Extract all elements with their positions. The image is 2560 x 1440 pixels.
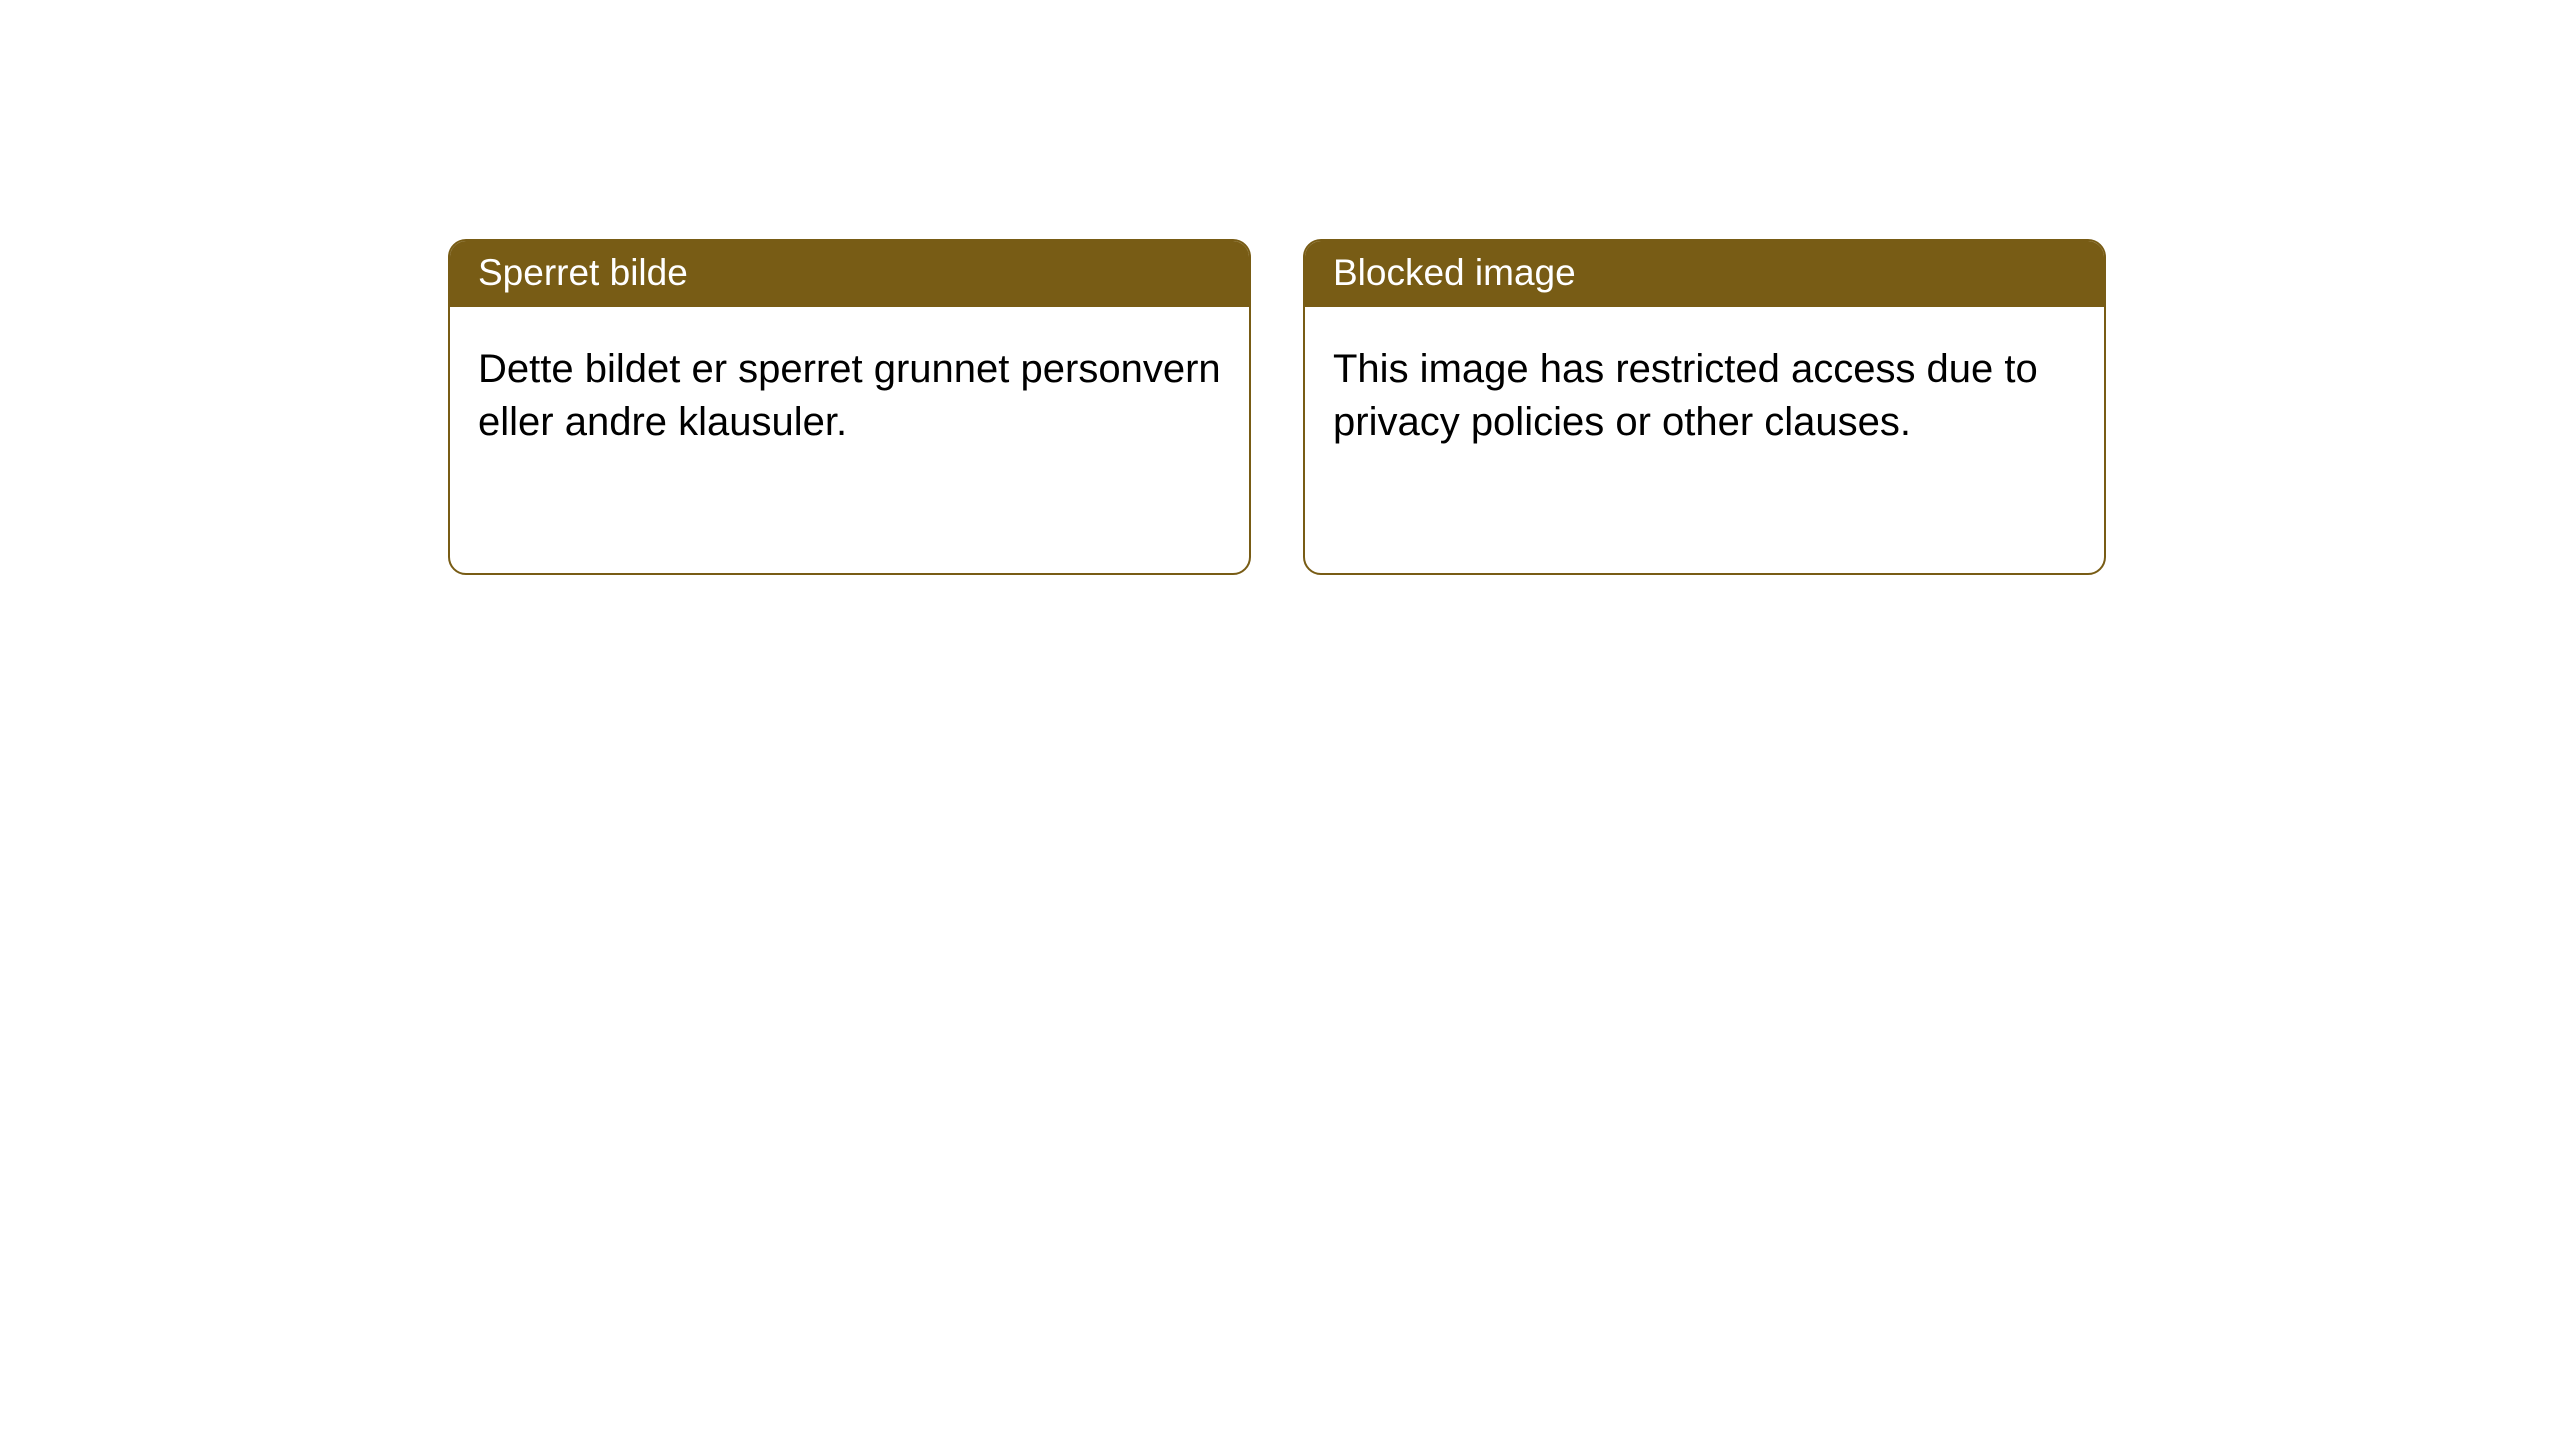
notice-card-english: Blocked image This image has restricted … (1303, 239, 2106, 575)
card-header: Blocked image (1305, 241, 2104, 307)
notice-container: Sperret bilde Dette bildet er sperret gr… (0, 0, 2560, 575)
card-title: Sperret bilde (478, 252, 688, 293)
notice-card-norwegian: Sperret bilde Dette bildet er sperret gr… (448, 239, 1251, 575)
card-title: Blocked image (1333, 252, 1576, 293)
card-header: Sperret bilde (450, 241, 1249, 307)
card-body: Dette bildet er sperret grunnet personve… (450, 307, 1249, 476)
card-body: This image has restricted access due to … (1305, 307, 2104, 476)
card-body-text: Dette bildet er sperret grunnet personve… (478, 347, 1221, 443)
card-body-text: This image has restricted access due to … (1333, 347, 2038, 443)
